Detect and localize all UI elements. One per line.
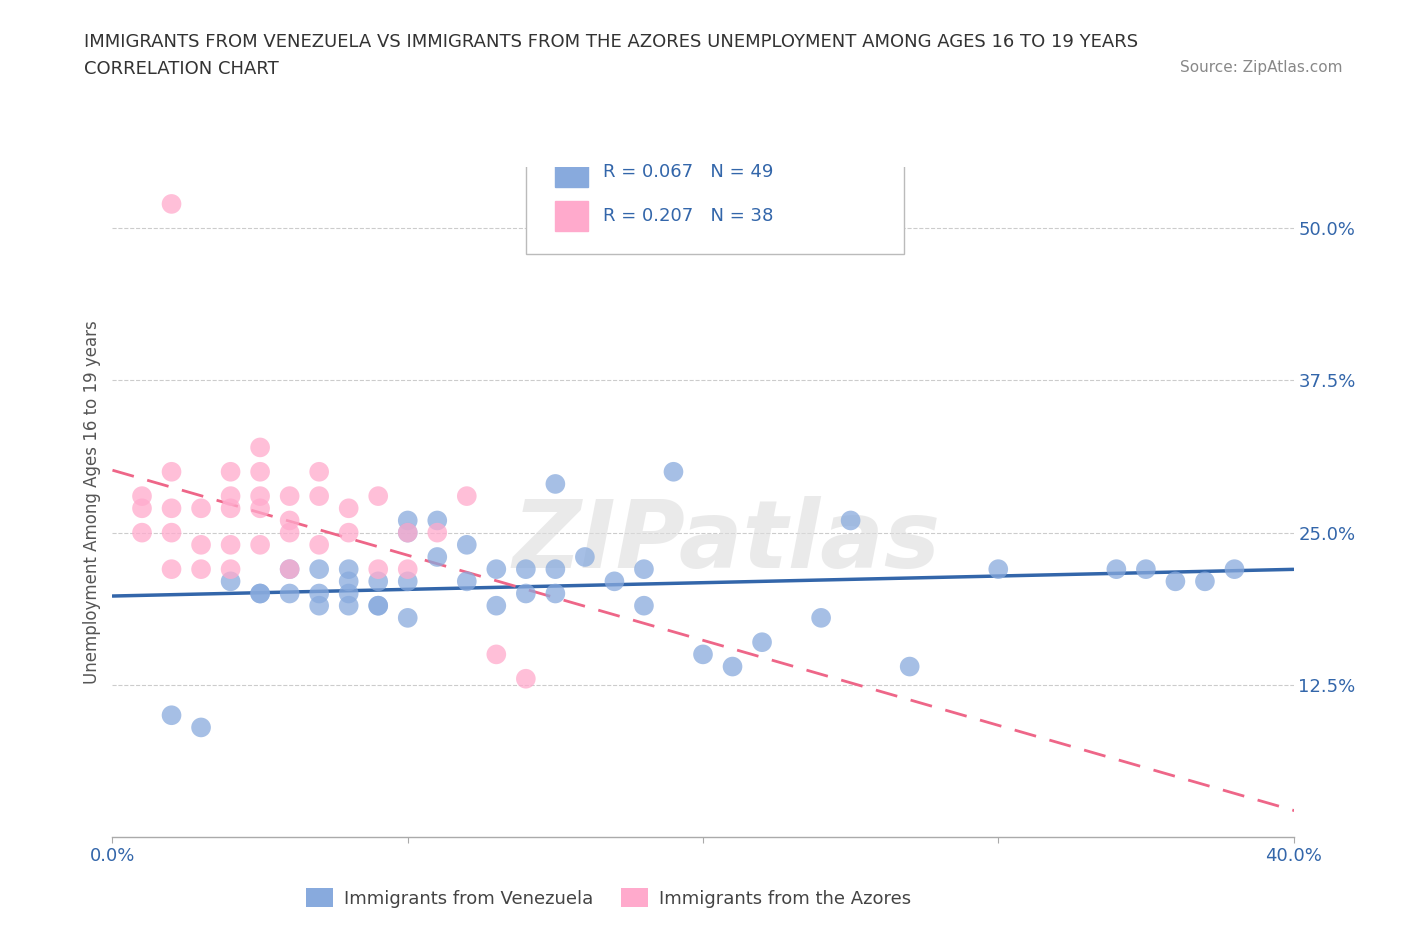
- Point: [544, 586, 567, 601]
- Point: [515, 586, 537, 601]
- Point: [337, 574, 360, 589]
- Point: [308, 562, 330, 577]
- Point: [456, 538, 478, 552]
- Point: [544, 476, 567, 491]
- Point: [337, 562, 360, 577]
- Text: R = 0.067   N = 49: R = 0.067 N = 49: [603, 163, 773, 181]
- Point: [367, 574, 389, 589]
- Point: [337, 525, 360, 540]
- Point: [396, 525, 419, 540]
- Point: [337, 501, 360, 516]
- Point: [367, 488, 389, 503]
- Bar: [555, 157, 589, 188]
- Point: [1135, 562, 1157, 577]
- Point: [160, 562, 183, 577]
- Point: [898, 659, 921, 674]
- Point: [278, 488, 301, 503]
- Point: [131, 501, 153, 516]
- Point: [160, 196, 183, 211]
- Point: [190, 538, 212, 552]
- Point: [485, 562, 508, 577]
- Point: [485, 647, 508, 662]
- Point: [160, 501, 183, 516]
- Point: [515, 562, 537, 577]
- Point: [278, 513, 301, 528]
- Text: IMMIGRANTS FROM VENEZUELA VS IMMIGRANTS FROM THE AZORES UNEMPLOYMENT AMONG AGES : IMMIGRANTS FROM VENEZUELA VS IMMIGRANTS …: [84, 33, 1139, 50]
- Point: [396, 574, 419, 589]
- Y-axis label: Unemployment Among Ages 16 to 19 years: Unemployment Among Ages 16 to 19 years: [83, 320, 101, 684]
- Point: [278, 562, 301, 577]
- Point: [633, 598, 655, 613]
- Point: [662, 464, 685, 479]
- Point: [692, 647, 714, 662]
- Point: [515, 671, 537, 686]
- Point: [249, 440, 271, 455]
- Point: [249, 538, 271, 552]
- Point: [308, 464, 330, 479]
- Text: CORRELATION CHART: CORRELATION CHART: [84, 60, 280, 78]
- Point: [456, 488, 478, 503]
- Point: [249, 464, 271, 479]
- Point: [1194, 574, 1216, 589]
- FancyBboxPatch shape: [526, 134, 904, 255]
- Point: [1105, 562, 1128, 577]
- Point: [249, 586, 271, 601]
- Point: [160, 708, 183, 723]
- Point: [396, 562, 419, 577]
- Bar: [555, 201, 589, 231]
- Point: [456, 574, 478, 589]
- Point: [396, 525, 419, 540]
- Point: [308, 598, 330, 613]
- Legend: Immigrants from Venezuela, Immigrants from the Azores: Immigrants from Venezuela, Immigrants fr…: [299, 882, 918, 915]
- Point: [219, 501, 242, 516]
- Point: [308, 586, 330, 601]
- Point: [160, 464, 183, 479]
- Point: [131, 488, 153, 503]
- Point: [426, 550, 449, 565]
- Point: [396, 610, 419, 625]
- Point: [367, 598, 389, 613]
- Point: [721, 659, 744, 674]
- Point: [1164, 574, 1187, 589]
- Point: [751, 635, 773, 650]
- Point: [219, 574, 242, 589]
- Point: [278, 562, 301, 577]
- Point: [190, 720, 212, 735]
- Text: R = 0.207   N = 38: R = 0.207 N = 38: [603, 206, 773, 225]
- Point: [190, 562, 212, 577]
- Point: [426, 525, 449, 540]
- Point: [367, 598, 389, 613]
- Point: [337, 586, 360, 601]
- Point: [249, 501, 271, 516]
- Point: [219, 538, 242, 552]
- Point: [839, 513, 862, 528]
- Point: [190, 501, 212, 516]
- Point: [131, 525, 153, 540]
- Point: [367, 562, 389, 577]
- Point: [249, 586, 271, 601]
- Point: [987, 562, 1010, 577]
- Point: [810, 610, 832, 625]
- Text: Source: ZipAtlas.com: Source: ZipAtlas.com: [1180, 60, 1343, 75]
- Point: [219, 562, 242, 577]
- Point: [160, 525, 183, 540]
- Point: [308, 488, 330, 503]
- Point: [308, 538, 330, 552]
- Point: [249, 488, 271, 503]
- Point: [426, 513, 449, 528]
- Point: [219, 488, 242, 503]
- Point: [603, 574, 626, 589]
- Point: [396, 513, 419, 528]
- Point: [278, 586, 301, 601]
- Point: [219, 464, 242, 479]
- Point: [485, 598, 508, 613]
- Point: [544, 562, 567, 577]
- Point: [633, 562, 655, 577]
- Text: ZIPatlas: ZIPatlas: [513, 497, 941, 589]
- Point: [1223, 562, 1246, 577]
- Point: [337, 598, 360, 613]
- Point: [574, 550, 596, 565]
- Point: [278, 525, 301, 540]
